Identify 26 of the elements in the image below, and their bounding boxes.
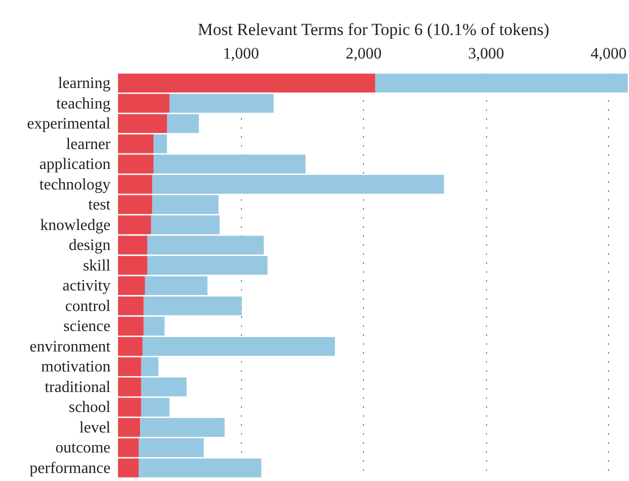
x-tick-label: 4,000 <box>590 46 627 62</box>
y-tick-label: experimental <box>26 116 112 133</box>
y-tick-label: performance <box>30 460 110 477</box>
y-tick-label: control <box>65 298 112 315</box>
y-tick-label: traditional <box>44 378 112 396</box>
bar <box>375 74 628 92</box>
y-tick-label: science <box>63 318 110 336</box>
x-tick-label: 1,000 <box>223 46 260 62</box>
y-tick-label: technology <box>39 176 110 194</box>
y-tick-label: level <box>79 419 112 436</box>
y-tick-label: teaching <box>56 95 110 112</box>
y-tick-label: motivation <box>41 358 110 376</box>
y-tick-label: design <box>68 237 110 254</box>
y-tick-label: learning <box>58 75 110 92</box>
y-tick-label: activity <box>62 278 110 295</box>
y-tick-label: learner <box>66 136 112 153</box>
y-tick-label: outcome <box>55 440 110 457</box>
x-tick-label: 3,000 <box>468 46 504 62</box>
y-tick-label: knowledge <box>40 216 110 234</box>
x-tick-label: 2,000 <box>346 46 382 62</box>
y-tick-label: application <box>39 156 110 174</box>
y-tick-label: school <box>68 399 112 416</box>
y-tick-label: skill <box>82 257 112 274</box>
y-tick-label: environment <box>30 338 112 356</box>
y-tick-label: test <box>88 196 112 214</box>
chart-title: Most Relevant Terms for Topic 6 (10.1% of tokens) <box>198 20 550 39</box>
